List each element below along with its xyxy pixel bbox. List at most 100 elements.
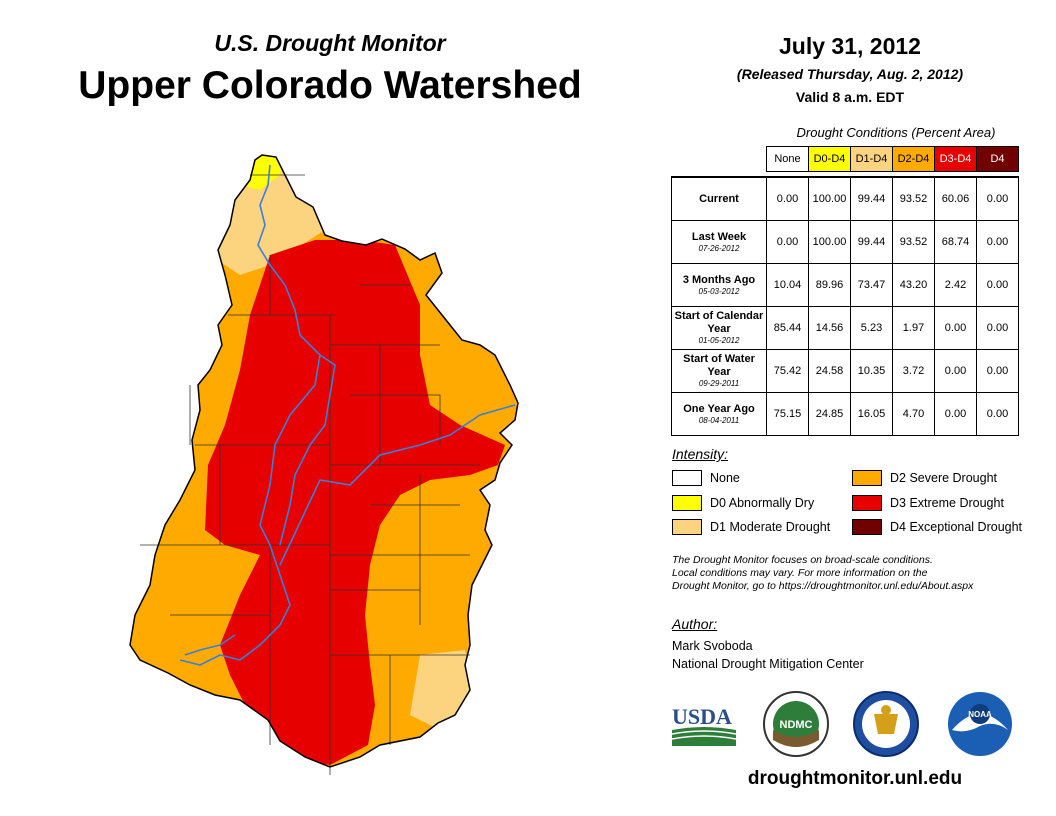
cell: 24.58 bbox=[808, 349, 851, 393]
release-date: (Released Thursday, Aug. 2, 2012) bbox=[736, 66, 964, 82]
noaa-logo: NOAA bbox=[948, 692, 1012, 756]
note-line: The Drought Monitor focuses on broad-sca… bbox=[672, 554, 933, 566]
row-label: Start of Water Year 09-29-2011 bbox=[671, 349, 767, 393]
row-label: One Year Ago 08-04-2011 bbox=[671, 392, 767, 436]
author-heading: Author: bbox=[672, 616, 718, 632]
map-subtitle: U.S. Drought Monitor bbox=[214, 30, 446, 56]
cell: 0.00 bbox=[934, 306, 977, 350]
legend-swatch bbox=[672, 519, 702, 535]
cell: 4.70 bbox=[892, 392, 935, 436]
cell: 93.52 bbox=[892, 220, 935, 264]
cell: 60.06 bbox=[934, 176, 977, 221]
legend-item-d4: D4 Exceptional Drought bbox=[852, 519, 1022, 535]
legend-swatch bbox=[852, 495, 882, 511]
legend-item-d0: D0 Abnormally Dry bbox=[672, 495, 814, 511]
svg-text:NOAA: NOAA bbox=[968, 710, 992, 719]
col-header: D2-D4 bbox=[892, 146, 935, 172]
cell: 0.00 bbox=[976, 263, 1019, 307]
legend-item-d3: D3 Extreme Drought bbox=[852, 495, 1004, 511]
cell: 89.96 bbox=[808, 263, 851, 307]
note-line: Drought Monitor, go to https://droughtmo… bbox=[672, 580, 974, 592]
cell: 0.00 bbox=[976, 220, 1019, 264]
cell: 100.00 bbox=[808, 176, 851, 221]
usda-logo: USDA bbox=[671, 704, 737, 746]
cell: 0.00 bbox=[934, 349, 977, 393]
cell: 16.05 bbox=[850, 392, 893, 436]
cell: 2.42 bbox=[934, 263, 977, 307]
legend-label: D1 Moderate Drought bbox=[710, 520, 831, 534]
col-header: D4 bbox=[976, 146, 1019, 172]
cell: 68.74 bbox=[934, 220, 977, 264]
cell: 75.42 bbox=[766, 349, 809, 393]
map-date: July 31, 2012 bbox=[779, 33, 921, 59]
disclaimer-note: The Drought Monitor focuses on broad-sca… bbox=[672, 554, 1012, 593]
table-corner bbox=[672, 147, 767, 172]
legend-label: D2 Severe Drought bbox=[890, 471, 998, 485]
svg-text:NDMC: NDMC bbox=[780, 719, 813, 731]
note-line: Local conditions may vary. For more info… bbox=[672, 567, 928, 579]
cell: 14.56 bbox=[808, 306, 851, 350]
cell: 0.00 bbox=[976, 176, 1019, 221]
commerce-seal-logo bbox=[853, 691, 919, 757]
legend-label: None bbox=[710, 471, 740, 485]
cell: 0.00 bbox=[976, 349, 1019, 393]
watershed-outline bbox=[129, 154, 519, 768]
legend-swatch bbox=[672, 495, 702, 511]
col-header: D3-D4 bbox=[934, 146, 977, 172]
cell: 10.04 bbox=[766, 263, 809, 307]
d3-area bbox=[205, 240, 505, 765]
table-row: Current 0.00 100.00 99.44 93.52 60.06 0.… bbox=[671, 176, 1019, 221]
cell: 99.44 bbox=[850, 220, 893, 264]
legend-label: D3 Extreme Drought bbox=[890, 496, 1004, 510]
row-label: Last Week 07-26-2012 bbox=[671, 220, 767, 264]
legend-swatch bbox=[672, 470, 702, 486]
cell: 5.23 bbox=[850, 306, 893, 350]
watershed-map bbox=[129, 154, 519, 775]
legend-item-d2: D2 Severe Drought bbox=[852, 470, 997, 486]
table-row: One Year Ago 08-04-2011 75.15 24.85 16.05… bbox=[671, 392, 1019, 436]
author-organization: National Drought Mitigation Center bbox=[672, 657, 864, 671]
cell: 0.00 bbox=[766, 220, 809, 264]
legend-label: D0 Abnormally Dry bbox=[710, 496, 815, 510]
cell: 100.00 bbox=[808, 220, 851, 264]
legend-label: D4 Exceptional Drought bbox=[890, 520, 1023, 534]
legend-swatch bbox=[852, 519, 882, 535]
author-name: Mark Svoboda bbox=[672, 639, 753, 653]
cell: 0.00 bbox=[766, 176, 809, 221]
cell: 73.47 bbox=[850, 263, 893, 307]
cell: 3.72 bbox=[892, 349, 935, 393]
cell: 0.00 bbox=[976, 306, 1019, 350]
cell: 99.44 bbox=[850, 176, 893, 221]
cell: 43.20 bbox=[892, 263, 935, 307]
legend-item-none: None bbox=[672, 470, 740, 486]
col-header: D0-D4 bbox=[808, 146, 851, 172]
col-header: None bbox=[766, 146, 809, 172]
table-row: Start of Calendar Year 01-05-2012 85.44 1… bbox=[671, 306, 1019, 350]
website-url[interactable]: droughtmonitor.unl.edu bbox=[747, 768, 963, 789]
ndmc-logo: NDMC bbox=[763, 691, 829, 757]
cell: 85.44 bbox=[766, 306, 809, 350]
table-row: 3 Months Ago 05-03-2012 10.04 89.96 73.47… bbox=[671, 263, 1019, 307]
table-row: Last Week 07-26-2012 0.00 100.00 99.44 93… bbox=[671, 220, 1019, 264]
row-label: 3 Months Ago 05-03-2012 bbox=[671, 263, 767, 307]
table-caption: Drought Conditions (Percent Area) bbox=[796, 125, 996, 140]
row-label: Start of Calendar Year 01-05-2012 bbox=[671, 306, 767, 350]
cell: 1.97 bbox=[892, 306, 935, 350]
rivers bbox=[179, 164, 516, 666]
legend-title: Intensity: bbox=[672, 446, 729, 462]
cell: 24.85 bbox=[808, 392, 851, 436]
col-header: D1-D4 bbox=[850, 146, 893, 172]
cell: 10.35 bbox=[850, 349, 893, 393]
map-title: Upper Colorado Watershed bbox=[78, 64, 582, 107]
cell: 0.00 bbox=[976, 392, 1019, 436]
valid-time: Valid 8 a.m. EDT bbox=[795, 89, 905, 105]
cell: 75.15 bbox=[766, 392, 809, 436]
cell: 0.00 bbox=[934, 392, 977, 436]
cell: 93.52 bbox=[892, 176, 935, 221]
svg-text:USDA: USDA bbox=[672, 704, 732, 729]
drought-conditions-table: None D0-D4 D1-D4 D2-D4 D3-D4 D4 Current … bbox=[671, 146, 1019, 436]
row-label: Current bbox=[671, 176, 767, 221]
table-row: Start of Water Year 09-29-2011 75.42 24.5… bbox=[671, 349, 1019, 393]
legend-swatch bbox=[852, 470, 882, 486]
legend-item-d1: D1 Moderate Drought bbox=[672, 519, 830, 535]
